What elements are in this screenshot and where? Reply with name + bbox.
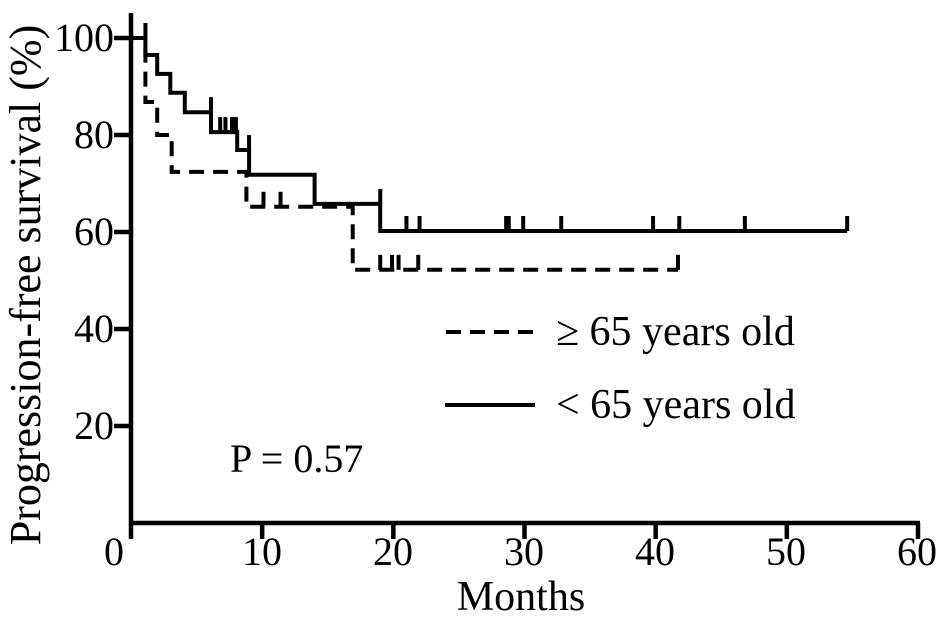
x-tick-label-40: 40 [635, 529, 675, 574]
y-tick-label-40: 40 [74, 306, 114, 351]
y-tick-label-60: 60 [74, 209, 114, 254]
y-tick-label-20: 20 [74, 403, 114, 448]
y-tick-label-100: 100 [54, 15, 114, 60]
x-tick-label-0: 0 [104, 529, 124, 574]
legend-solid-line-sample [445, 403, 535, 407]
legend-dashed-line-sample [446, 330, 540, 334]
legend-label-ge65: ≥ 65 years old [556, 309, 795, 355]
x-tick-label-20: 20 [373, 529, 413, 574]
x-tick-label-30: 30 [504, 529, 544, 574]
survival-curve-dashed [131, 36, 678, 272]
x-axis-title: Months [456, 574, 586, 620]
x-tick-label-50: 50 [766, 529, 806, 574]
x-tick-label-60: 60 [897, 529, 937, 574]
y-tick-label-80: 80 [74, 112, 114, 157]
y-axis-title: Progression-free survival (%) [1, 24, 50, 546]
p-value-annotation: P = 0.57 [230, 436, 364, 481]
survival-curve-solid [131, 36, 848, 233]
legend-label-lt65: < 65 years old [556, 382, 796, 428]
x-tick-label-10: 10 [242, 529, 282, 574]
